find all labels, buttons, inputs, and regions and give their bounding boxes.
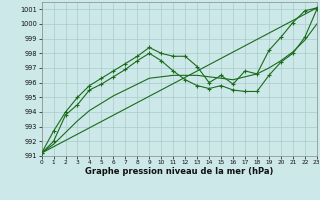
X-axis label: Graphe pression niveau de la mer (hPa): Graphe pression niveau de la mer (hPa) <box>85 167 273 176</box>
